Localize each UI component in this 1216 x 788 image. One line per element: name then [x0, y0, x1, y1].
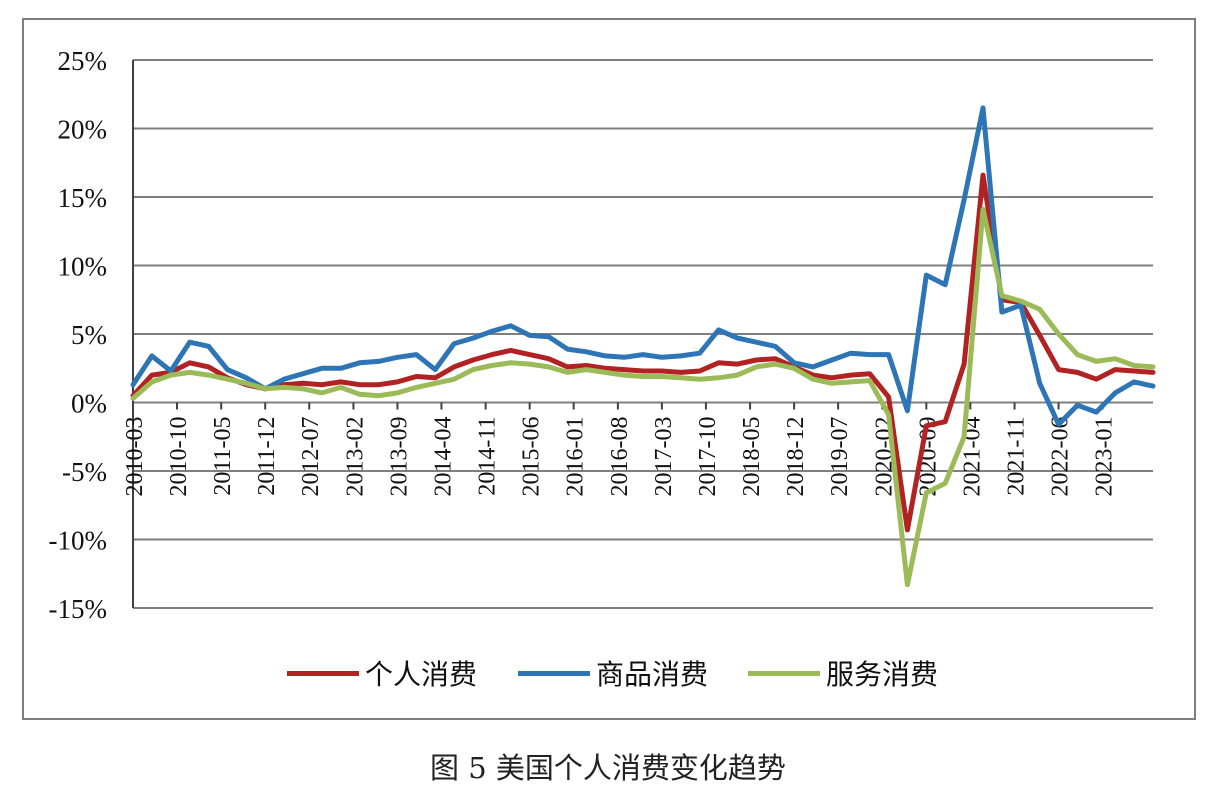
x-tick-label: 2022-06 — [1048, 417, 1074, 497]
x-tick-label: 2014-11 — [475, 416, 501, 495]
x-tick-label: 2018-05 — [739, 417, 765, 497]
x-tick-label: 2017-10 — [695, 417, 721, 497]
y-tick-label: 10% — [58, 252, 108, 282]
x-tick-label: 2016-01 — [563, 417, 589, 497]
x-tick-label: 2013-09 — [386, 417, 412, 497]
legend-item-services: 服务消费 — [748, 655, 938, 691]
x-tick-label: 2015-06 — [519, 417, 545, 497]
x-tick-label: 2016-08 — [607, 417, 633, 497]
legend-label-personal: 个人消费 — [365, 658, 478, 691]
legend-label-goods: 商品消费 — [596, 658, 709, 691]
line-chart: 25% 20% 15% 10% 5% 0% -5% -10% -15% 2010-03 2010-1… — [49, 46, 1156, 624]
y-tick-label: 5% — [71, 320, 107, 350]
y-tick-label: -15% — [49, 594, 107, 624]
chart-frame — [22, 18, 1196, 720]
x-tick-label: 2013-02 — [342, 417, 368, 497]
y-tick-label: 20% — [58, 115, 108, 145]
x-tick-label: 2021-11 — [1004, 417, 1030, 496]
x-tick-label: 2023-01 — [1092, 417, 1118, 497]
y-tick-label: 0% — [71, 389, 107, 419]
series-line-personal — [130, 172, 1156, 533]
y-tick-label: 15% — [58, 183, 108, 213]
x-tick-label: 2019-07 — [827, 417, 853, 497]
x-tick-label: 2018-12 — [783, 417, 809, 497]
x-tick-label: 2010-03 — [122, 417, 148, 497]
figure-caption: 图 5 美国个人消费变化趋势 — [430, 751, 786, 785]
x-tick-label: 2014-04 — [430, 417, 456, 497]
legend-swatch-personal — [287, 670, 359, 676]
legend-item-personal: 个人消费 — [287, 655, 477, 691]
y-tick-label: -5% — [62, 457, 107, 487]
series-line-services — [130, 206, 1156, 588]
chart-legend: 个人消费 商品消费 服务消费 — [0, 655, 1216, 695]
y-tick-label: 25% — [58, 46, 108, 76]
legend-swatch-goods — [518, 670, 590, 676]
x-tick-label: 2017-03 — [651, 417, 677, 497]
x-tick-label: 2012-07 — [298, 417, 324, 497]
legend-item-goods: 商品消费 — [518, 655, 708, 691]
x-tick-label: 2011-12 — [254, 417, 280, 496]
legend-swatch-services — [748, 670, 820, 676]
x-tick-label: 2010-10 — [166, 417, 192, 497]
y-tick-label: -10% — [49, 526, 107, 556]
legend-label-services: 服务消费 — [826, 658, 939, 691]
series-line-goods — [130, 105, 1156, 427]
x-tick-label: 2011-05 — [210, 417, 236, 496]
